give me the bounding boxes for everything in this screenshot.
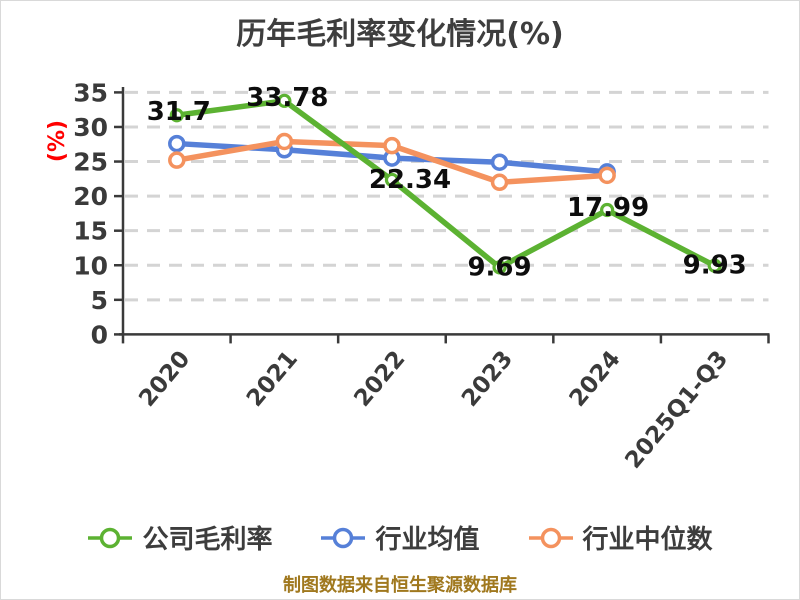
legend-item-行业均值[interactable]: 行业均值 [320, 519, 480, 556]
svg-text:20: 20 [73, 182, 108, 211]
svg-text:9.69: 9.69 [467, 252, 531, 282]
svg-text:30: 30 [73, 113, 108, 142]
svg-text:0: 0 [91, 320, 108, 349]
svg-text:2025Q1-Q3: 2025Q1-Q3 [620, 346, 733, 474]
svg-text:2020: 2020 [134, 346, 195, 412]
data-labels: 31.7 33.78 22.34 9.69 17.99 9.93 [147, 83, 747, 283]
svg-text:9.93: 9.93 [683, 251, 747, 281]
svg-text:31.7: 31.7 [147, 97, 211, 127]
legend-label: 行业均值 [375, 525, 480, 555]
svg-text:25: 25 [73, 148, 108, 177]
legend-marker-icon [88, 527, 133, 548]
axes [114, 87, 770, 344]
series-行业中位数 [168, 132, 616, 192]
svg-text:33.78: 33.78 [246, 83, 328, 113]
svg-text:10: 10 [73, 251, 108, 280]
svg-text:35: 35 [73, 78, 108, 107]
gridlines [125, 90, 769, 302]
y-axis-tick-labels: 0 5 10 15 20 25 30 35 [73, 78, 108, 349]
svg-text:2023: 2023 [457, 346, 518, 412]
data-source-note: 制图数据来自恒生聚源数据库 [283, 575, 517, 596]
y-axis-label: (%) [45, 120, 70, 162]
legend-label: 行业中位数 [582, 525, 713, 555]
chart-legend: 公司毛利率 行业均值 行业中位数 [1, 519, 799, 556]
svg-text:15: 15 [73, 217, 108, 246]
svg-text:5: 5 [91, 286, 108, 315]
svg-text:2024: 2024 [565, 346, 626, 412]
gross-margin-line-chart: 0 5 10 15 20 25 30 35(%) 2020 2021 2022 2023 2024202… [45, 78, 770, 474]
legend-item-公司毛利率[interactable]: 公司毛利率 [87, 519, 272, 556]
svg-text:2021: 2021 [242, 346, 303, 412]
svg-text:17.99: 17.99 [567, 193, 649, 223]
svg-text:2022: 2022 [349, 346, 410, 412]
series-公司毛利率 [169, 93, 722, 275]
legend-marker-icon [321, 527, 366, 548]
legend-item-行业中位数[interactable]: 行业中位数 [528, 519, 713, 556]
legend-label: 公司毛利率 [142, 525, 273, 555]
legend-marker-icon [528, 527, 573, 548]
svg-text:22.34: 22.34 [369, 165, 451, 195]
chart-title: 历年毛利率变化情况(%) [236, 17, 564, 52]
